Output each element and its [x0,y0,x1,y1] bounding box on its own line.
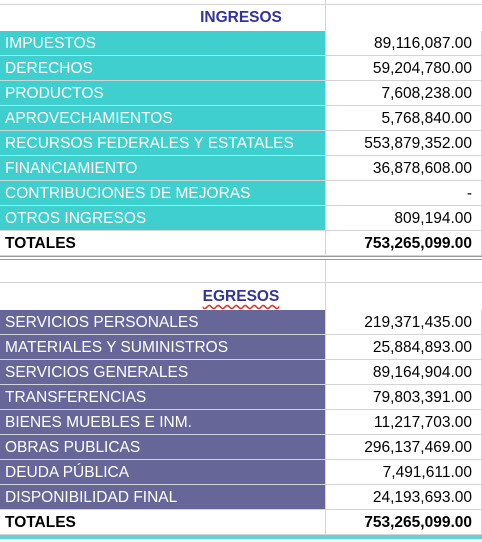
row-label: SERVICIOS PERSONALES [0,310,326,335]
total-label: TOTALES [0,510,326,535]
row-value: 25,884,893.00 [326,335,482,360]
row-label: SERVICIOS GENERALES [0,360,326,385]
row-label: DEUDA PÚBLICA [0,460,326,485]
row-label: CONTRIBUCIONES DE MEJORAS [0,181,326,206]
row-value: 11,217,703.00 [326,410,482,435]
grid-line [0,282,482,283]
total-label: TOTALES [0,231,326,256]
row-label: FINANCIAMIENTO [0,156,326,181]
row-value: 89,164,904.00 [326,360,482,385]
bottom-border [0,535,482,539]
row-label: PRODUCTOS [0,81,326,106]
grid-line [325,260,326,310]
row-label: MATERIALES Y SUMINISTROS [0,335,326,360]
row-label: BIENES MUEBLES E INM. [0,410,326,435]
section-title: INGRESOS [200,9,282,26]
row-label: RECURSOS FEDERALES Y ESTATALES [0,131,326,156]
row-label: TRANSFERENCIAS [0,385,326,410]
row-value: 59,204,780.00 [326,56,482,81]
row-label: IMPUESTOS [0,31,326,56]
row-value: 809,194.00 [326,206,482,231]
row-label: OBRAS PUBLICAS [0,435,326,460]
row-value: 553,879,352.00 [326,131,482,156]
row-value: 79,803,391.00 [326,385,482,410]
row-value: - [326,181,482,206]
section-title: EGRESOS [202,288,280,305]
row-label: APROVECHAMIENTOS [0,106,326,131]
row-value: 296,137,469.00 [326,435,482,460]
row-label: OTROS INGRESOS [0,206,326,231]
row-value: 89,116,087.00 [326,31,482,56]
double-border [0,256,482,260]
grid-line [325,0,326,31]
row-value: 7,608,238.00 [326,81,482,106]
row-value: 36,878,608.00 [326,156,482,181]
row-label: DERECHOS [0,56,326,81]
row-value: 219,371,435.00 [326,310,482,335]
row-label: DISPONIBILIDAD FINAL [0,485,326,510]
row-value: 24,193,693.00 [326,485,482,510]
total-value: 753,265,099.00 [326,510,482,535]
row-value: 7,491,611.00 [326,460,482,485]
row-value: 5,768,840.00 [326,106,482,131]
total-value: 753,265,099.00 [326,231,482,256]
grid-line [0,4,482,5]
